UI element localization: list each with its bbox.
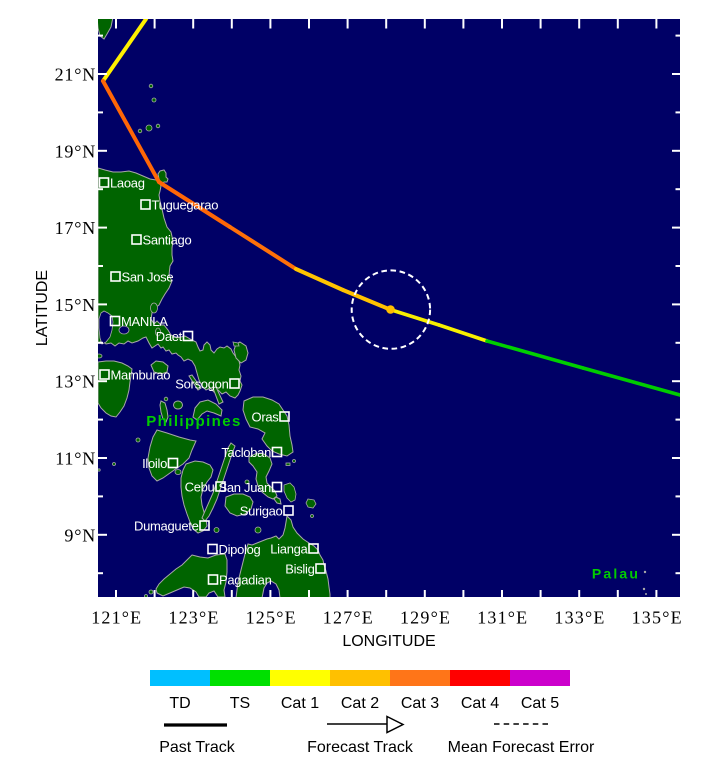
svg-text:Tuguegarao: Tuguegarao (152, 197, 219, 212)
svg-text:Dumaguete: Dumaguete (134, 518, 199, 533)
svg-text:Cat 1: Cat 1 (281, 695, 319, 712)
svg-text:TD: TD (169, 695, 190, 712)
svg-text:Iloilo: Iloilo (142, 456, 167, 471)
svg-text:15°N: 15°N (55, 295, 96, 315)
svg-text:135°E: 135°E (632, 608, 683, 628)
svg-text:Sorsogon: Sorsogon (175, 376, 228, 391)
svg-text:San Jose: San Jose (122, 269, 174, 284)
svg-text:Lianga: Lianga (270, 541, 308, 556)
svg-text:Mamburao: Mamburao (111, 367, 171, 382)
svg-text:Palau: Palau (592, 566, 640, 582)
svg-text:LONGITUDE: LONGITUDE (342, 633, 435, 650)
svg-text:Santiago: Santiago (143, 232, 192, 247)
svg-text:11°N: 11°N (55, 449, 96, 469)
svg-text:MANILA: MANILA (121, 314, 168, 329)
svg-text:131°E: 131°E (477, 608, 528, 628)
svg-text:Tacloban: Tacloban (221, 445, 271, 460)
svg-text:21°N: 21°N (55, 65, 96, 85)
svg-text:Dipolog: Dipolog (219, 542, 261, 557)
svg-text:13°N: 13°N (55, 372, 96, 392)
svg-text:LATITUDE: LATITUDE (34, 270, 51, 346)
svg-text:17°N: 17°N (55, 218, 96, 238)
svg-text:Cat 5: Cat 5 (521, 695, 559, 712)
svg-text:Forecast Track: Forecast Track (307, 739, 414, 756)
svg-text:133°E: 133°E (554, 608, 605, 628)
svg-text:San Juan: San Juan (218, 480, 271, 495)
svg-text:Pagadian: Pagadian (219, 572, 272, 587)
svg-text:Laoag: Laoag (110, 175, 145, 190)
svg-text:125°E: 125°E (246, 608, 297, 628)
svg-text:Past Track: Past Track (159, 739, 236, 756)
svg-text:Cat 4: Cat 4 (461, 695, 499, 712)
svg-text:Bislig: Bislig (285, 561, 314, 576)
svg-text:19°N: 19°N (55, 141, 96, 161)
svg-text:Cat 2: Cat 2 (341, 695, 379, 712)
svg-text:9°N: 9°N (64, 525, 96, 545)
svg-text:Cat 3: Cat 3 (401, 695, 439, 712)
svg-text:121°E: 121°E (91, 608, 142, 628)
svg-text:127°E: 127°E (323, 608, 374, 628)
svg-text:TS: TS (230, 695, 250, 712)
svg-text:129°E: 129°E (400, 608, 451, 628)
svg-text:Oras: Oras (252, 409, 280, 424)
svg-text:Daet: Daet (156, 329, 183, 344)
svg-text:Surigao: Surigao (240, 503, 283, 518)
svg-text:Philippines: Philippines (146, 413, 241, 430)
svg-text:Mean Forecast Error: Mean Forecast Error (448, 739, 595, 756)
svg-text:Cebu: Cebu (185, 479, 215, 494)
svg-text:123°E: 123°E (168, 608, 219, 628)
